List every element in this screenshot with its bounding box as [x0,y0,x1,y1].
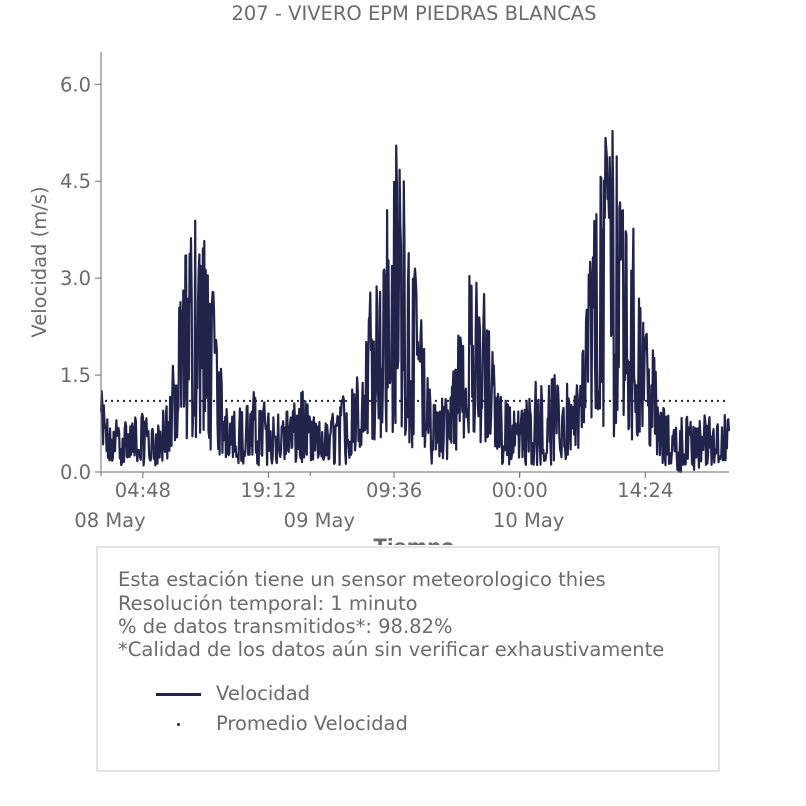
x-date-label: 09 May [284,509,355,532]
y-tick-label: 1.5 [60,364,91,387]
plot-area [99,129,731,474]
x-tick-label: 14:24 [617,479,673,502]
x-tick-label: 19:12 [240,479,296,502]
x-date-label: 08 May [74,509,145,532]
series-velocidad-line [99,129,731,474]
x-date-label: 10 May [493,509,564,532]
y-axis-label: Velocidad (m/s) [28,186,51,337]
x-tick-label: 00:00 [492,479,548,502]
legend-line-swatch [156,693,201,696]
chart-title: 207 - VIVERO EPM PIEDRAS BLANCAS [231,2,596,25]
legend-label-promedio: Promedio Velocidad [216,712,408,735]
wind-speed-chart: 207 - VIVERO EPM PIEDRAS BLANCAS Velocid… [28,2,731,545]
info-resolution-text: Resolución temporal: 1 minuto [118,592,418,615]
x-ticks: 04:48 19:12 09:36 00:00 14:24 08 May 09 May 10 … [74,472,673,532]
info-sensor-text: Esta estación tiene un sensor meteorolog… [118,568,606,591]
y-tick-label: 6.0 [60,73,91,96]
legend-dot-swatch [177,723,180,726]
info-quality-note: *Calidad de los datos aún sin verificar … [118,638,665,661]
info-box: Esta estación tiene un sensor meteorolog… [96,546,720,772]
x-tick-label: 09:36 [366,479,422,502]
x-tick-label: 04:48 [115,479,171,502]
y-ticks: 0.0 1.5 3.0 4.5 6.0 [60,73,101,484]
info-transmitted-text: % de datos transmitidos*: 98.82% [118,615,453,638]
y-tick-label: 0.0 [60,461,91,484]
y-tick-label: 3.0 [60,267,91,290]
x-axis-label: Tiempo [374,535,455,545]
legend-label-velocidad: Velocidad [216,682,311,705]
y-tick-label: 4.5 [60,170,91,193]
